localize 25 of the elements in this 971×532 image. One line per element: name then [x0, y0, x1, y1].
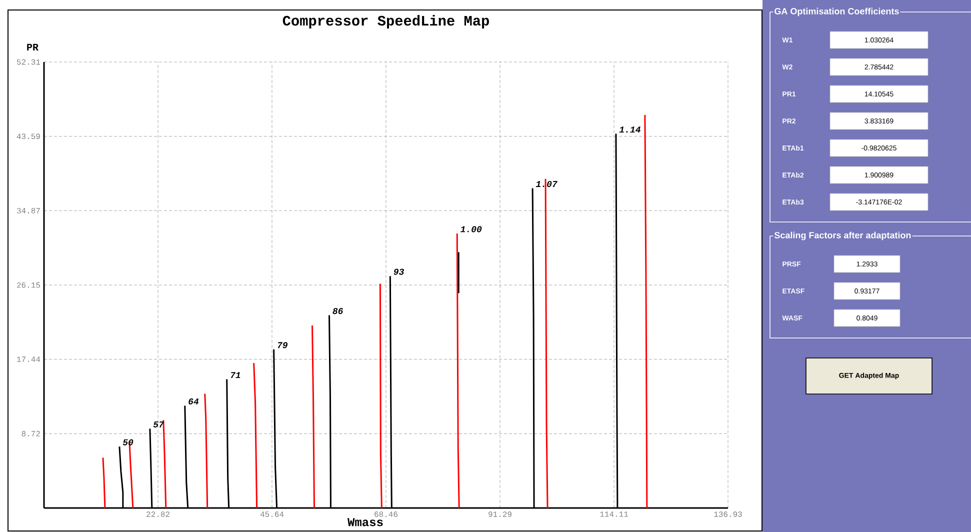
y-tick-label: 17.44: [17, 356, 40, 362]
x-tick-label: 45.64: [260, 512, 284, 517]
y-tick-label: 43.59: [16, 134, 40, 140]
annotation: 1.14: [619, 126, 640, 132]
annotation: 79: [278, 342, 288, 348]
annotation: 50: [122, 439, 134, 446]
annotation: 64: [188, 398, 199, 404]
x-tick-label: 91.29: [488, 512, 512, 517]
annotation: 86: [332, 308, 343, 314]
x-tick-label: 136.93: [714, 512, 742, 517]
y-tick-label: 34.87: [16, 208, 40, 214]
text: GA Optimisation Coefficients: [774, 8, 899, 16]
annotation: 71: [231, 372, 240, 378]
y-tick-label: 52.31: [16, 59, 40, 65]
x-tick-label: 114.11: [600, 512, 628, 517]
x-tick-label: 68.46: [374, 512, 398, 517]
annotation: 93: [394, 268, 404, 275]
y-tick-label: 8.72: [22, 430, 40, 436]
x-tick-label: 22.82: [146, 512, 170, 517]
annotation: 1.00: [460, 226, 482, 232]
chart-title: Compressor SpeedLine Map: [282, 15, 489, 28]
y-tick-label: 26.15: [17, 282, 40, 288]
text: Scaling Factors after adaptation: [774, 232, 911, 240]
x-axis-title: Wmass: [347, 518, 383, 526]
y-axis-title: PR: [27, 44, 38, 50]
